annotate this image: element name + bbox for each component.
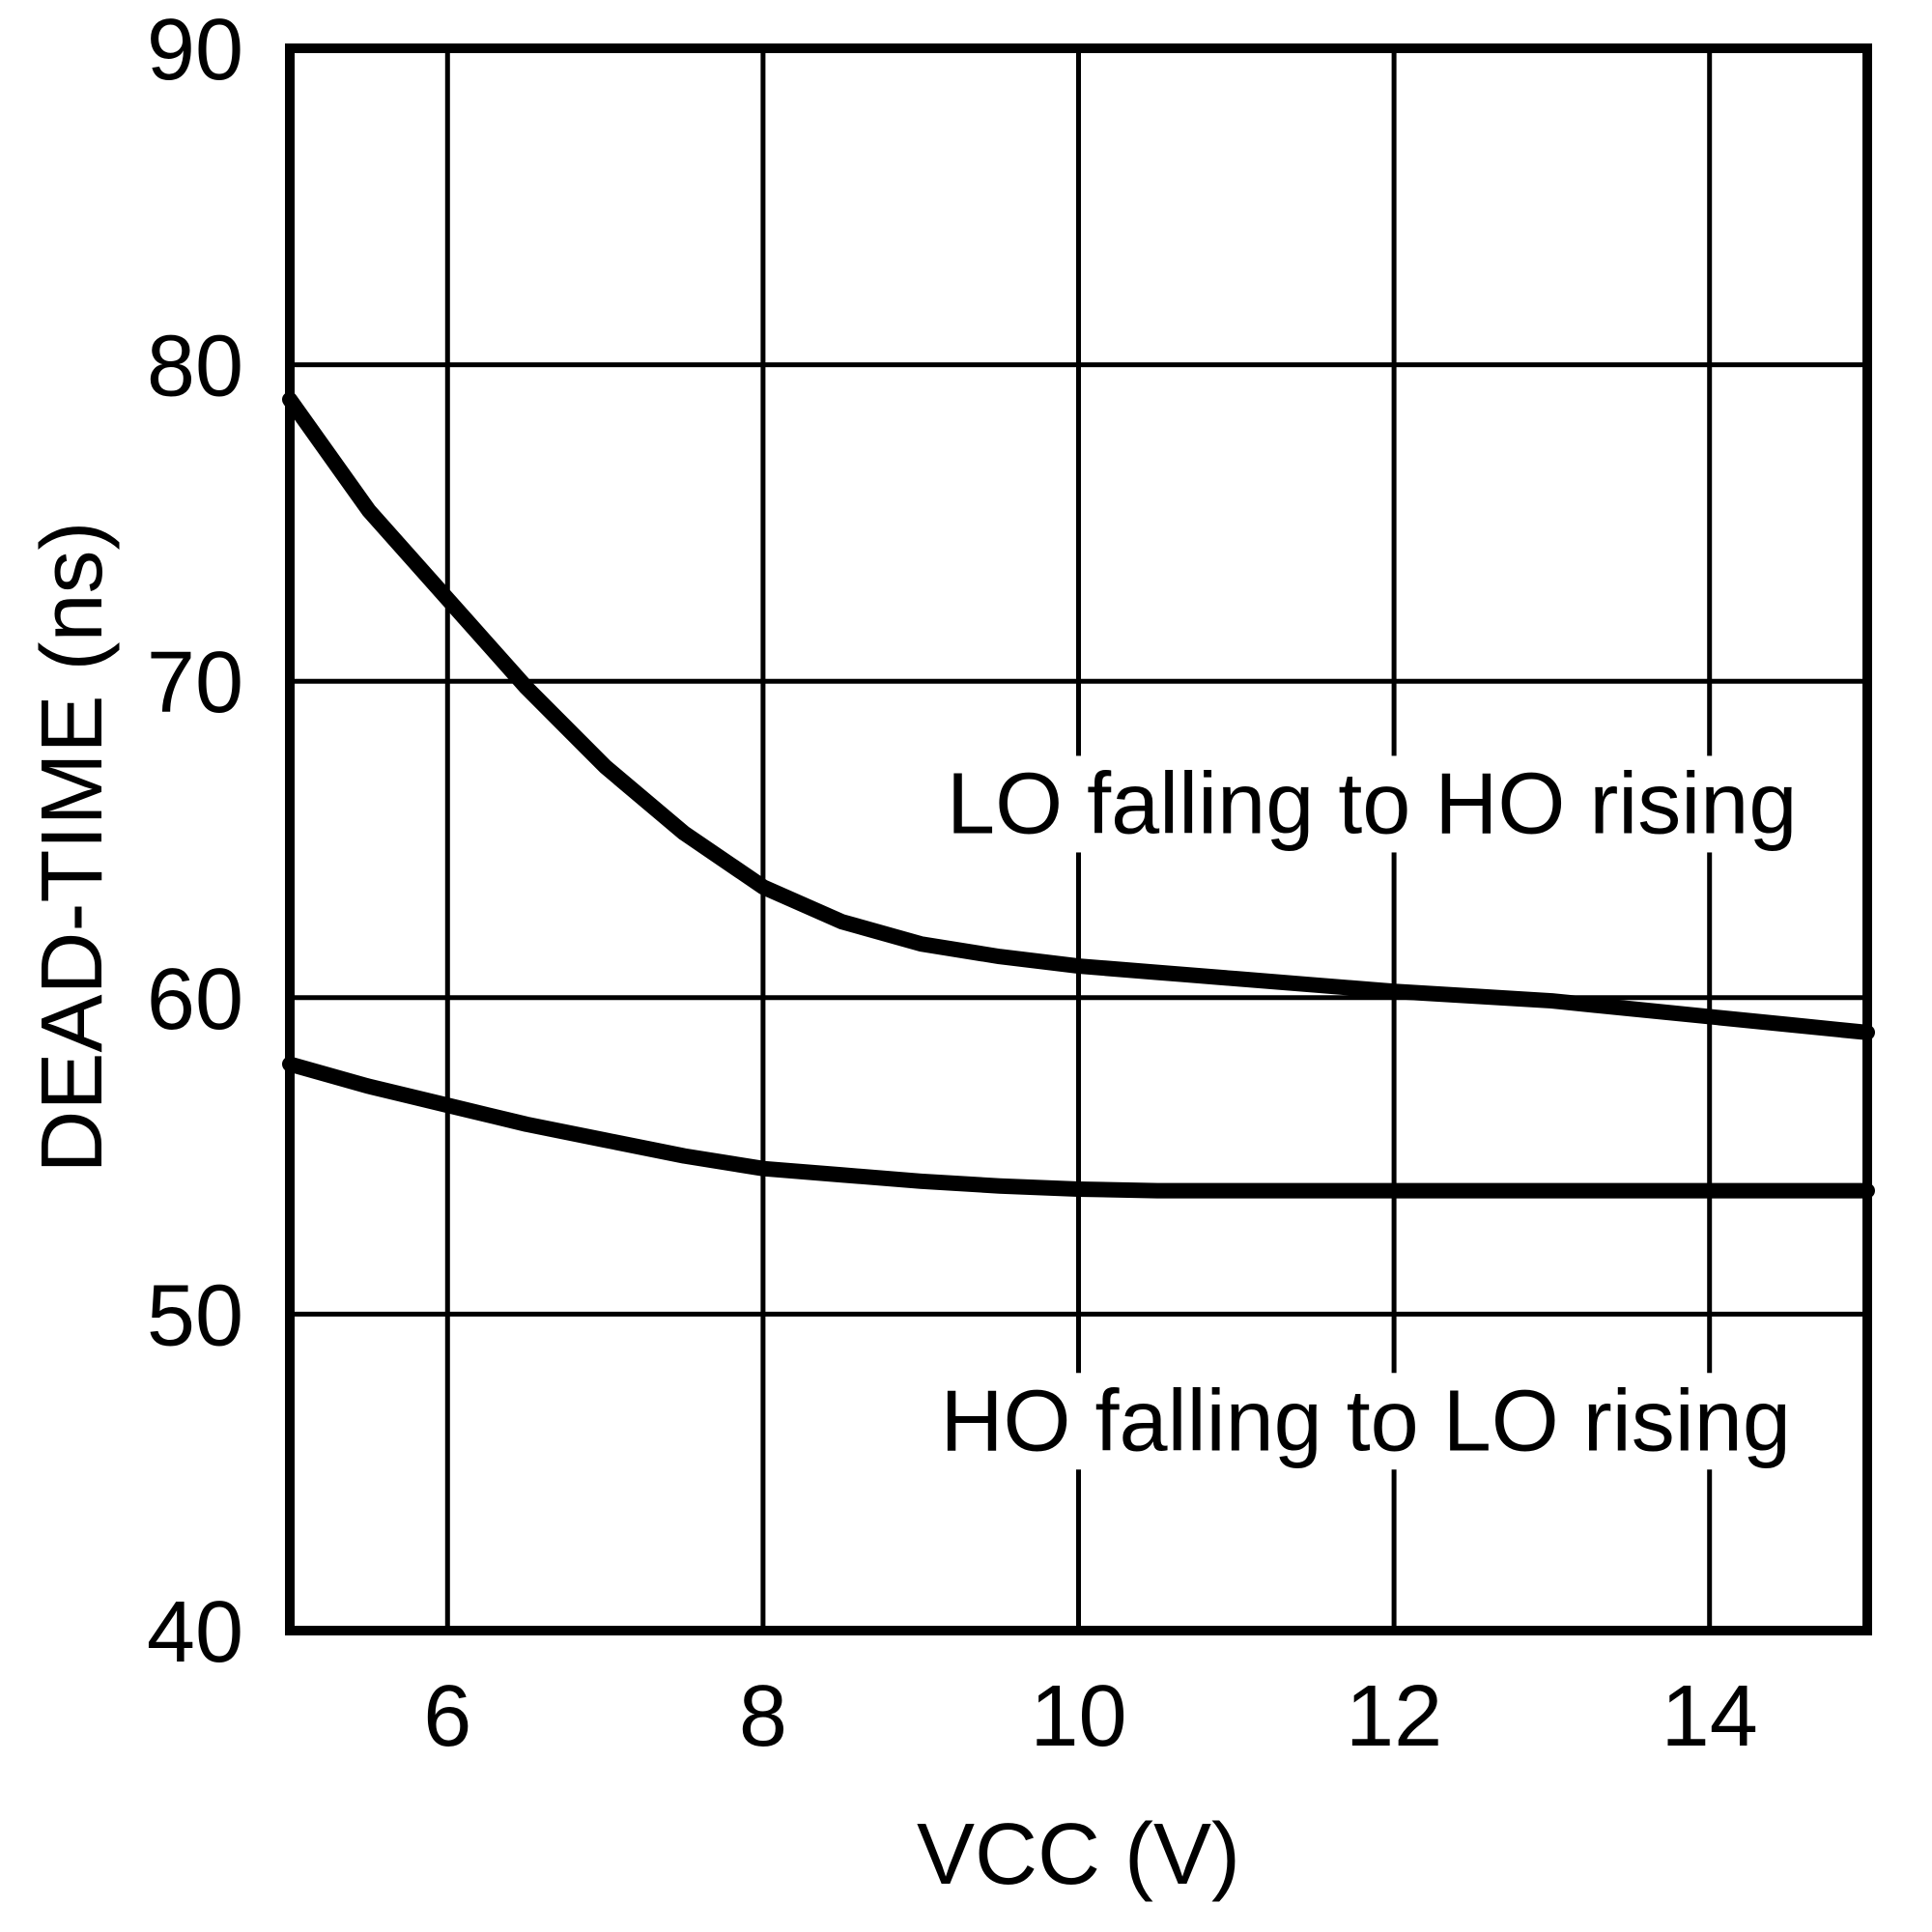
- x-tick-label: 6: [423, 1668, 471, 1765]
- y-tick-label: 80: [147, 319, 243, 415]
- series-annotation-lo-to-ho: LO falling to HO rising: [947, 755, 1797, 852]
- y-tick-label: 40: [147, 1584, 243, 1681]
- y-tick-label: 90: [147, 2, 243, 99]
- annotation-mask: [935, 755, 1809, 853]
- y-tick-label: 50: [147, 1267, 243, 1364]
- series-annotation-ho-to-lo: HO falling to LO rising: [941, 1373, 1791, 1469]
- y-axis-title: DEAD-TIME (ns): [24, 522, 121, 1174]
- y-tick-label: 70: [147, 635, 243, 731]
- x-axis-title: VCC (V): [917, 1806, 1240, 1903]
- annotation-mask: [928, 1373, 1803, 1470]
- x-tick-label: 14: [1662, 1668, 1758, 1765]
- x-tick-label: 12: [1346, 1668, 1442, 1765]
- curve-lo-falling-to-ho-rising: [282, 391, 1875, 1040]
- x-tick-label: 10: [1030, 1668, 1126, 1765]
- y-tick-label: 60: [147, 952, 243, 1048]
- plot-frame: [285, 43, 1872, 1635]
- x-tick-label: 8: [739, 1668, 787, 1765]
- curve-ho-falling-to-lo-rising: [282, 1056, 1875, 1199]
